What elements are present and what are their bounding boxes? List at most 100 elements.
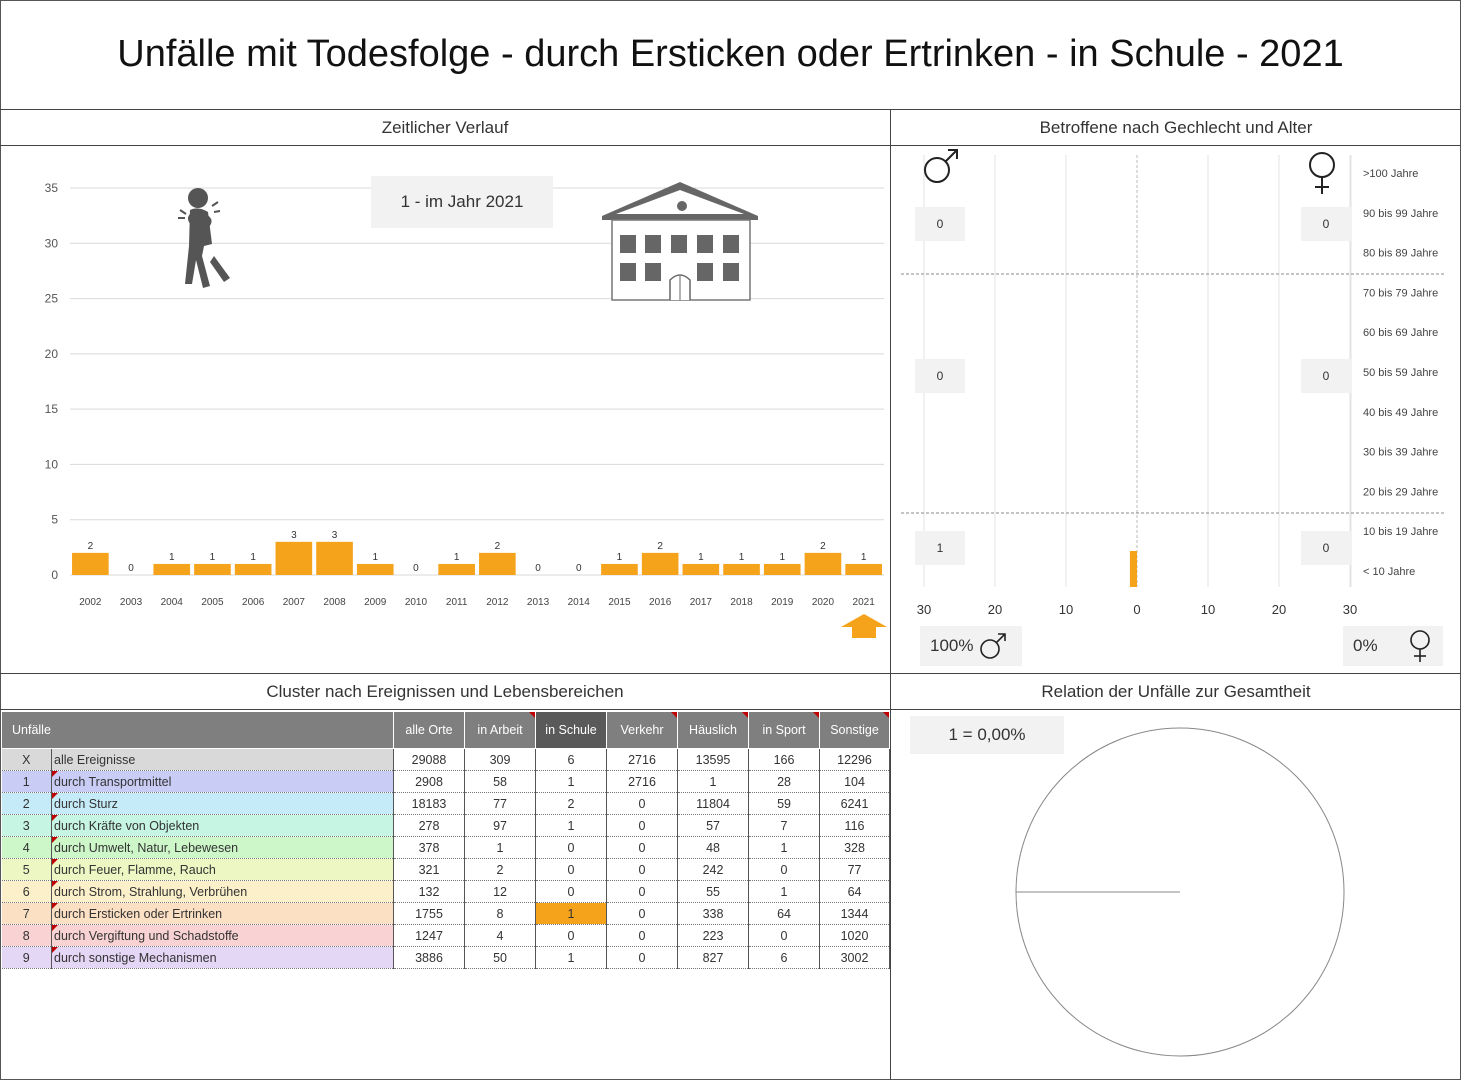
table-cell: 1020 — [819, 924, 891, 947]
table-header-row: Unfälle alle Orte in Arbeit in Schule Ve… — [0, 711, 891, 749]
column-header-in-sport[interactable]: in Sport — [748, 711, 821, 749]
table-cell: 12 — [464, 880, 537, 903]
data-label: 0 — [535, 563, 541, 574]
row-category[interactable]: durch Vergiftung und Schadstoffe — [51, 924, 395, 947]
column-header-in-arbeit[interactable]: in Arbeit — [464, 711, 537, 749]
table-cell: 132 — [393, 880, 466, 903]
bar — [601, 563, 638, 575]
table-row[interactable]: 3 durch Kräfte von Objekten 278 97 1 0 57 7 116 — [1, 814, 891, 837]
y-tick-label: 20 — [45, 347, 59, 361]
table-row[interactable]: 2 durch Sturz 18183 77 2 0 11804 59 6241 — [1, 792, 891, 815]
row-category[interactable]: durch Ersticken oder Ertrinken — [51, 902, 395, 925]
x-tick-label: 10 — [1059, 602, 1073, 617]
table-cell: 0 — [606, 836, 679, 859]
x-tick-label: 2018 — [730, 597, 753, 608]
table-row[interactable]: 9 durch sonstige Mechanismen 3886 50 1 0 827 6 3… — [1, 946, 891, 969]
x-tick-label: 2003 — [120, 597, 143, 608]
row-category[interactable]: alle Ereignisse — [51, 748, 395, 771]
choking-person-icon — [178, 188, 230, 288]
table-cell: 0 — [606, 858, 679, 881]
male-total-20-79: 0 — [915, 359, 965, 393]
row-category[interactable]: durch Kräfte von Objekten — [51, 814, 395, 837]
relation-badge: 1 = 0,00% — [910, 716, 1064, 754]
table-cell: 338 — [677, 902, 750, 925]
table-cell: 0 — [606, 924, 679, 947]
row-index: 9 — [1, 946, 52, 969]
table-cell: 0 — [606, 792, 679, 815]
female-share-box: 0% — [1343, 626, 1443, 666]
bar — [194, 563, 231, 575]
table-cell: 13595 — [677, 748, 750, 771]
column-header-alle-orte[interactable]: alle Orte — [393, 711, 466, 749]
table-cell: 2716 — [606, 748, 679, 771]
x-tick-label: 2012 — [486, 597, 509, 608]
table-cell: 0 — [606, 814, 679, 837]
row-category[interactable]: durch Umwelt, Natur, Lebewesen — [51, 836, 395, 859]
table-cell: 1 — [535, 770, 608, 793]
table-row[interactable]: 7 durch Ersticken oder Ertrinken 1755 8 1 0 33… — [1, 902, 891, 925]
row-index: 8 — [1, 924, 52, 947]
table-cell: 1 — [464, 836, 537, 859]
table-cell: 321 — [393, 858, 466, 881]
table-cell: 278 — [393, 814, 466, 837]
data-label: 2 — [88, 541, 94, 552]
x-tick-label: 2019 — [771, 597, 794, 608]
row-index: 3 — [1, 814, 52, 837]
row-category[interactable]: durch sonstige Mechanismen — [51, 946, 395, 969]
table-cell: 4 — [464, 924, 537, 947]
x-tick-label: 2015 — [608, 597, 631, 608]
male-symbol-icon — [980, 633, 1007, 659]
data-label: 2 — [657, 541, 663, 552]
data-label: 1 — [372, 552, 378, 563]
x-tick-label: 2013 — [527, 597, 550, 608]
table-cell: 223 — [677, 924, 750, 947]
bar — [153, 563, 191, 575]
table-row[interactable]: 6 durch Strom, Strahlung, Verbrühen 132 12 0… — [1, 880, 891, 903]
column-header-sonstige[interactable]: Sonstige — [819, 711, 891, 749]
table-cell: 29088 — [393, 748, 466, 771]
bar — [763, 563, 801, 575]
table-row[interactable]: 5 durch Feuer, Flamme, Rauch 321 2 0 0 242 0 77 — [1, 858, 891, 881]
table-cell: 116 — [819, 814, 891, 837]
bar — [72, 552, 109, 575]
row-index: 1 — [1, 770, 52, 793]
table-cell: 309 — [464, 748, 537, 771]
age-label: 80 bis 89 Jahre — [1363, 248, 1438, 260]
column-header-verkehr[interactable]: Verkehr — [606, 711, 679, 749]
table-cell: 12296 — [819, 748, 891, 771]
table-row[interactable]: 4 durch Umwelt, Natur, Lebewesen 378 1 0 0 48 1… — [1, 836, 891, 859]
relation-pie-chart — [1015, 727, 1345, 1057]
row-category[interactable]: durch Feuer, Flamme, Rauch — [51, 858, 395, 881]
table-cell: 6 — [535, 748, 608, 771]
table-cell: 827 — [677, 946, 750, 969]
row-category[interactable]: durch Strom, Strahlung, Verbrühen — [51, 880, 395, 903]
x-tick-label: 0 — [1133, 602, 1140, 617]
table-cell: 104 — [819, 770, 891, 793]
table-cell: 242 — [677, 858, 750, 881]
y-tick-label: 15 — [45, 402, 59, 416]
table-row[interactable]: 8 durch Vergiftung und Schadstoffe 1247 4 0 0… — [1, 924, 891, 947]
table-cell: 6 — [748, 946, 821, 969]
column-header-in-schule[interactable]: in Schule — [535, 711, 608, 749]
y-tick-label: 35 — [45, 181, 59, 195]
table-cell: 1 — [748, 880, 821, 903]
table-cell: 77 — [464, 792, 537, 815]
column-header-haeuslich[interactable]: Häuslich — [677, 711, 750, 749]
x-tick-label: 10 — [1201, 602, 1215, 617]
row-category[interactable]: durch Transportmittel — [51, 770, 395, 793]
bar — [479, 552, 516, 575]
table-cell: 11804 — [677, 792, 750, 815]
row-category[interactable]: durch Sturz — [51, 792, 395, 815]
table-row[interactable]: 1 durch Transportmittel 2908 58 1 2716 1 28 104 — [1, 770, 891, 793]
table-cell: 2 — [535, 792, 608, 815]
row-index: 5 — [1, 858, 52, 881]
data-label: 0 — [576, 563, 582, 574]
column-header-unfaelle[interactable]: Unfälle — [0, 711, 395, 749]
bar — [438, 563, 475, 575]
panel-title-timeline: Zeitlicher Verlauf — [0, 110, 890, 146]
age-label: 70 bis 79 Jahre — [1363, 287, 1438, 299]
table-cell: 1247 — [393, 924, 466, 947]
y-tick-label: 0 — [51, 568, 58, 582]
x-tick-label: 2010 — [405, 597, 428, 608]
